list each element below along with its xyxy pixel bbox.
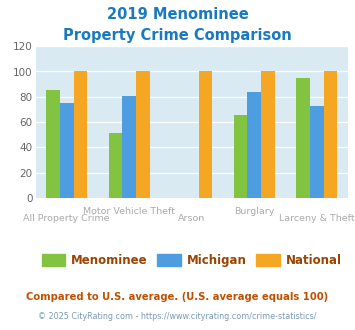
Bar: [198, 72, 212, 198]
Text: Burglary: Burglary: [234, 207, 274, 216]
Text: Motor Vehicle Theft: Motor Vehicle Theft: [83, 207, 175, 216]
Bar: [323, 72, 337, 198]
Bar: [46, 90, 60, 198]
Text: Arson: Arson: [178, 214, 205, 223]
Bar: [261, 72, 275, 198]
Bar: [136, 72, 150, 198]
Bar: [73, 72, 87, 198]
Text: 2019 Menominee: 2019 Menominee: [106, 7, 248, 21]
Bar: [296, 78, 310, 198]
Bar: [234, 115, 247, 198]
Text: Compared to U.S. average. (U.S. average equals 100): Compared to U.S. average. (U.S. average …: [26, 292, 329, 302]
Bar: [247, 92, 261, 198]
Text: Property Crime Comparison: Property Crime Comparison: [63, 28, 292, 43]
Text: All Property Crime: All Property Crime: [23, 214, 110, 223]
Text: © 2025 CityRating.com - https://www.cityrating.com/crime-statistics/: © 2025 CityRating.com - https://www.city…: [38, 312, 317, 321]
Bar: [109, 134, 122, 198]
Bar: [310, 106, 323, 198]
Legend: Menominee, Michigan, National: Menominee, Michigan, National: [37, 249, 346, 272]
Bar: [122, 96, 136, 198]
Text: Larceny & Theft: Larceny & Theft: [279, 214, 355, 223]
Bar: [60, 103, 73, 198]
